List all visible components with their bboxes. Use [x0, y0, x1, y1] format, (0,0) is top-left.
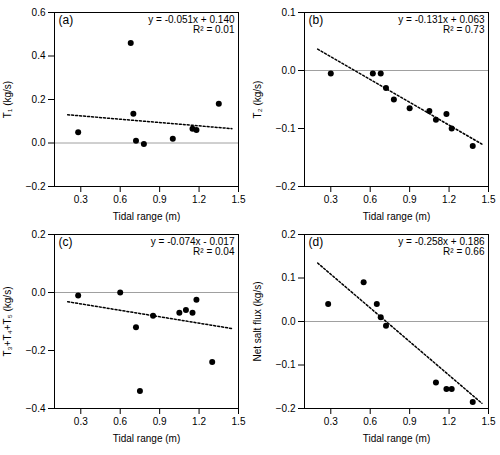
svg-text:1.2: 1.2: [192, 416, 206, 427]
svg-text:0.1: 0.1: [282, 7, 296, 18]
svg-text:Tidal range (m): Tidal range (m): [113, 433, 180, 444]
svg-text:−0.2: −0.2: [26, 181, 46, 192]
svg-text:0.0: 0.0: [282, 65, 296, 76]
svg-text:1.5: 1.5: [482, 194, 496, 205]
svg-text:Tidal range (m): Tidal range (m): [363, 433, 430, 444]
svg-text:0.3: 0.3: [74, 416, 88, 427]
svg-text:0.9: 0.9: [153, 416, 167, 427]
svg-text:−0.1: −0.1: [276, 359, 296, 370]
svg-text:0.0: 0.0: [282, 316, 296, 327]
svg-text:−0.1: −0.1: [276, 123, 296, 134]
svg-text:0.2: 0.2: [32, 229, 46, 240]
svg-text:0.4: 0.4: [32, 50, 46, 61]
svg-text:Net salt flux (kg/s): Net salt flux (kg/s): [252, 281, 263, 361]
svg-text:−0.2: −0.2: [276, 403, 296, 414]
svg-text:(a): (a): [59, 13, 74, 27]
svg-text:0.6: 0.6: [113, 194, 127, 205]
svg-text:0.6: 0.6: [363, 194, 377, 205]
svg-text:0.2: 0.2: [32, 94, 46, 105]
svg-text:0.0: 0.0: [32, 137, 46, 148]
svg-text:0.1: 0.1: [282, 272, 296, 283]
svg-text:1.5: 1.5: [232, 416, 246, 427]
svg-text:T₂ (kg/s): T₂ (kg/s): [252, 81, 263, 119]
svg-text:0.9: 0.9: [403, 416, 417, 427]
svg-text:1.2: 1.2: [192, 194, 206, 205]
svg-text:−0.2: −0.2: [276, 181, 296, 192]
svg-text:y = -0.074x - 0.017R² = 0.04: y = -0.074x - 0.017R² = 0.04: [151, 236, 235, 257]
svg-text:0.3: 0.3: [324, 194, 338, 205]
svg-text:T₁ (kg/s): T₁ (kg/s): [2, 81, 13, 118]
svg-text:0.3: 0.3: [74, 194, 88, 205]
svg-text:y = -0.131x + 0.063R² = 0.73: y = -0.131x + 0.063R² = 0.73: [398, 14, 485, 35]
svg-text:Tidal range (m): Tidal range (m): [363, 211, 430, 222]
svg-text:1.5: 1.5: [232, 194, 246, 205]
svg-text:0.0: 0.0: [32, 287, 46, 298]
svg-text:1.2: 1.2: [442, 416, 456, 427]
svg-text:1.2: 1.2: [442, 194, 456, 205]
svg-text:0.3: 0.3: [324, 416, 338, 427]
svg-text:1.5: 1.5: [482, 416, 496, 427]
svg-text:y = -0.258x + 0.186R² = 0.66: y = -0.258x + 0.186R² = 0.66: [398, 236, 485, 257]
svg-text:−0.4: −0.4: [26, 403, 46, 414]
svg-text:(b): (b): [309, 13, 324, 27]
svg-text:y = -0.051x + 0.140R² = 0.01: y = -0.051x + 0.140R² = 0.01: [148, 14, 235, 35]
svg-text:0.2: 0.2: [282, 229, 296, 240]
svg-text:−0.2: −0.2: [26, 345, 46, 356]
svg-text:0.9: 0.9: [153, 194, 167, 205]
svg-text:0.6: 0.6: [113, 416, 127, 427]
svg-text:0.9: 0.9: [403, 194, 417, 205]
svg-text:Tidal range (m): Tidal range (m): [113, 211, 180, 222]
svg-text:(c): (c): [59, 235, 73, 249]
svg-text:(d): (d): [309, 235, 324, 249]
svg-text:0.6: 0.6: [363, 416, 377, 427]
svg-text:T₃+T₄+T₅ (kg/s): T₃+T₄+T₅ (kg/s): [2, 287, 13, 357]
svg-text:0.6: 0.6: [32, 7, 46, 18]
